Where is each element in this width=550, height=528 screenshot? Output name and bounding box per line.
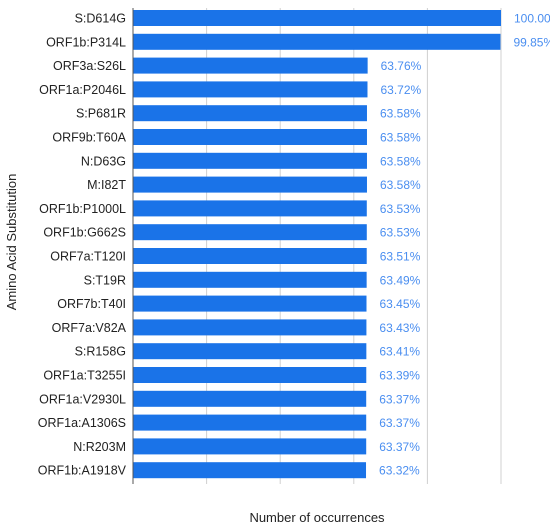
data-label: 63.37% — [379, 440, 420, 454]
data-label: 99.85% — [513, 35, 550, 49]
category-label: S:R158G — [75, 345, 126, 359]
data-label: 63.58% — [380, 131, 421, 145]
category-label: ORF7b:T40I — [57, 297, 126, 311]
x-axis-title: Number of occurrences — [249, 510, 385, 525]
category-label: ORF1a:P2046L — [39, 83, 126, 97]
category-label: ORF3a:S26L — [53, 59, 126, 73]
category-label: ORF9b:T60A — [52, 131, 126, 145]
bar — [133, 390, 367, 407]
bar — [133, 319, 367, 336]
category-label: S:P681R — [76, 107, 126, 121]
category-label: ORF1a:V2930L — [39, 392, 126, 406]
data-label: 63.58% — [380, 154, 421, 168]
bar — [133, 343, 367, 360]
data-label: 63.53% — [380, 226, 421, 240]
bar — [133, 176, 367, 193]
data-label: 63.58% — [380, 178, 421, 192]
category-label: N:D63G — [81, 154, 126, 168]
category-label: ORF7a:V82A — [52, 321, 127, 335]
category-label: ORF7a:T120I — [50, 250, 126, 264]
data-label: 63.72% — [380, 83, 421, 97]
bar-series — [133, 10, 501, 479]
data-label: 63.37% — [379, 392, 420, 406]
bar — [133, 33, 501, 50]
bar — [133, 224, 367, 241]
data-label: 63.43% — [379, 321, 420, 335]
category-labels: S:D614G ORF1b:P314L ORF3a:S26L ORF1a:P2046L… — [38, 12, 127, 478]
data-label: 63.45% — [379, 297, 420, 311]
data-label: 63.32% — [379, 464, 420, 478]
bar — [133, 105, 367, 122]
bar — [133, 200, 367, 217]
bar — [133, 152, 367, 169]
bar — [133, 271, 367, 288]
category-label: S:D614G — [75, 12, 126, 26]
y-axis-title: Amino Acid Substitution — [4, 174, 19, 311]
data-label: 63.76% — [381, 59, 422, 73]
value-labels: 100.00% 99.85% 63.76% 63.72% 63.58% 63.58% 63.… — [379, 12, 550, 478]
bar — [133, 295, 367, 312]
bar — [133, 81, 368, 98]
bar — [133, 248, 367, 264]
data-label: 100.00% — [514, 12, 550, 26]
bar — [133, 129, 367, 145]
data-label: 63.39% — [379, 369, 420, 383]
category-label: S:T19R — [84, 273, 126, 287]
bar — [133, 414, 367, 431]
bar — [133, 57, 368, 74]
gridlines — [206, 8, 502, 484]
bar — [133, 367, 367, 383]
category-label: ORF1b:A1918V — [38, 464, 127, 478]
category-label: N:R203M — [73, 440, 126, 454]
data-label: 63.51% — [380, 250, 421, 264]
data-label: 63.49% — [380, 273, 421, 287]
data-label: 63.37% — [379, 416, 420, 430]
bar — [133, 462, 367, 479]
category-label: M:I82T — [87, 178, 126, 192]
category-label: ORF1b:P314L — [46, 35, 126, 49]
bar — [133, 438, 367, 455]
category-label: ORF1b:P1000L — [39, 202, 126, 216]
data-label: 63.58% — [380, 107, 421, 121]
data-label: 63.41% — [379, 345, 420, 359]
category-label: ORF1a:A1306S — [38, 416, 126, 430]
category-label: ORF1a:T3255I — [43, 369, 126, 383]
category-label: ORF1b:G662S — [43, 226, 126, 240]
bar — [133, 10, 501, 26]
data-label: 63.53% — [380, 202, 421, 216]
